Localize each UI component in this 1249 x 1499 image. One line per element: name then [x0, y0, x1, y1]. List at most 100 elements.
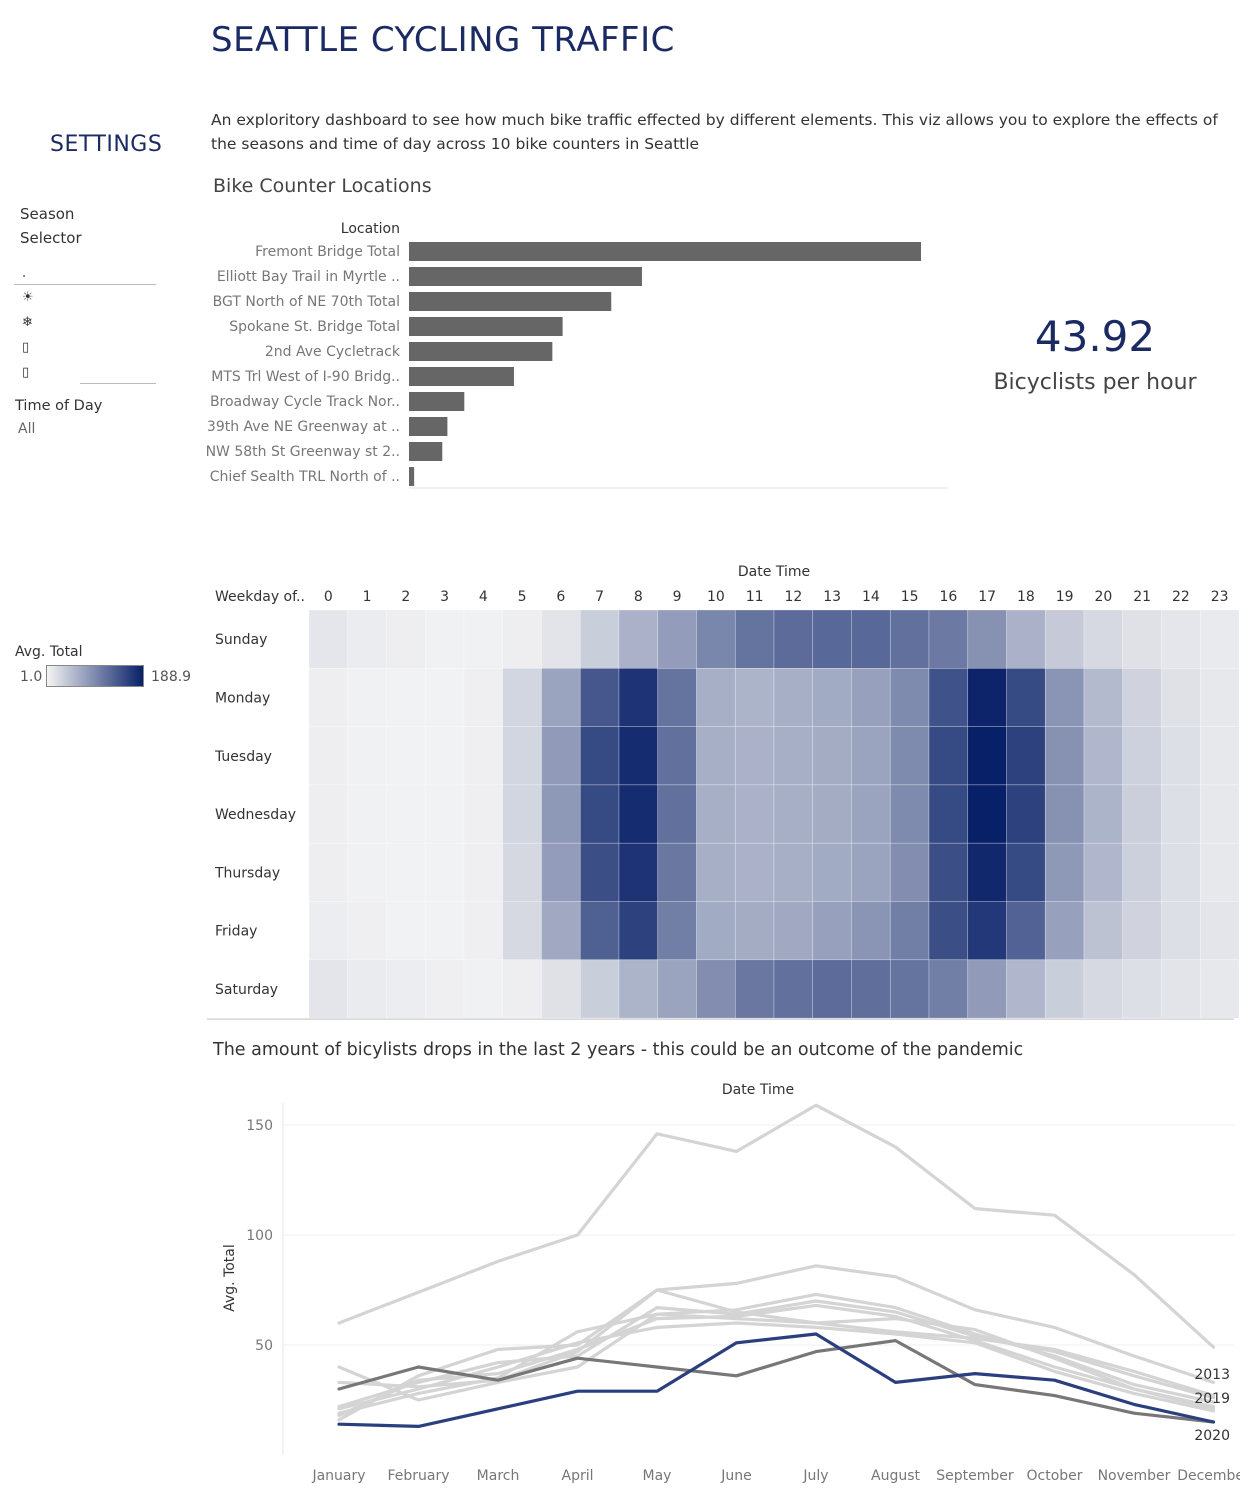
heatmap-cell	[657, 842, 697, 902]
heatmap-cell	[657, 959, 697, 1019]
snowflake-icon[interactable]: ❄	[22, 315, 33, 330]
heatmap-cell	[967, 901, 1007, 961]
heatmap-cell	[1083, 609, 1124, 669]
heatmap-cell	[308, 609, 349, 669]
heatmap-cell	[696, 726, 736, 786]
heatmap-cell	[928, 726, 969, 786]
heatmap-cell	[1122, 959, 1162, 1019]
kpi-value: 43.92	[1034, 312, 1156, 361]
heatmap-cell	[347, 668, 387, 727]
heatmap-cell	[618, 609, 659, 669]
monthly-line-chart: Date Time 50 100 150 Avg. Total January Februa…	[222, 1082, 1240, 1484]
heatmap-cell	[579, 609, 620, 669]
heatmap-cell	[812, 784, 852, 844]
heatmap-cell	[502, 668, 542, 727]
page-subtitle: An exploritory dashboard to see how much…	[211, 111, 1218, 153]
bar	[409, 267, 642, 286]
heatmap-cell	[928, 842, 969, 902]
heatmap-cell	[463, 668, 504, 727]
heatmap-cell	[734, 609, 775, 669]
heatmap-cell	[347, 726, 387, 786]
heatmap-cell	[734, 959, 775, 1019]
season-option-all[interactable]: .	[22, 266, 27, 281]
heatmap-cell	[889, 959, 930, 1019]
line-y-axis-title: Avg. Total	[222, 1244, 238, 1312]
heatmap-cell	[386, 842, 426, 902]
heatmap-cell	[851, 842, 891, 902]
heatmap-cell	[696, 609, 736, 669]
season-divider	[80, 284, 156, 285]
heatmap-cell	[386, 609, 426, 669]
heatmap-cell	[1006, 726, 1046, 786]
heatmap-col-label: 1	[363, 589, 372, 605]
series-line-series-3	[337, 1292, 1216, 1415]
heatmap-cell	[889, 609, 930, 669]
heatmap-cell	[347, 959, 387, 1019]
heatmap-cell	[1161, 842, 1201, 902]
bar-label: 39th Ave NE Greenway at ..	[207, 419, 400, 435]
heatmap-col-label: 3	[440, 589, 449, 605]
heatmap-col-label: 2	[401, 589, 410, 605]
time-of-day-label: Time of Day	[15, 398, 103, 414]
heatmap-col-label: 7	[595, 589, 604, 605]
heatmap-cell	[1122, 784, 1162, 844]
heatmap-cell	[541, 784, 581, 844]
settings-title: SETTINGS	[50, 132, 163, 157]
heatmap-cell	[1006, 959, 1046, 1019]
sun-icon[interactable]: ☀	[22, 290, 34, 305]
heatmap-cell	[1083, 901, 1124, 961]
heatmap-cell	[502, 609, 542, 669]
heatmap-col-label: 5	[518, 589, 527, 605]
heatmap-cell	[502, 726, 542, 786]
heatmap-cell	[1044, 842, 1085, 902]
bar-label: Broadway Cycle Track Nor..	[210, 394, 400, 410]
bar	[409, 467, 415, 486]
bar-axis-title: Location	[341, 221, 400, 237]
heatmap-cell	[502, 901, 542, 961]
heatmap-cell	[308, 668, 349, 727]
heatmap-cell	[579, 901, 620, 961]
heatmap-row-label: Thursday	[214, 865, 280, 881]
heatmap-cell	[541, 668, 581, 727]
line-x-tick: March	[477, 1468, 520, 1484]
heatmap-cell	[308, 726, 349, 786]
heatmap-legend-ramp	[46, 665, 144, 687]
heatmap-legend-max: 188.9	[151, 669, 192, 685]
heatmap-cell	[502, 784, 542, 844]
season-option-3[interactable]: ▯	[22, 340, 30, 355]
bar-label: MTS Trl West of I-90 Bridg..	[211, 369, 400, 385]
time-of-day-filter[interactable]: All	[18, 421, 36, 437]
heatmap-cell	[1044, 784, 1085, 844]
series-line-series-5	[337, 1312, 1216, 1409]
bar	[409, 242, 921, 261]
heatmap-cell	[1083, 668, 1124, 727]
heatmap-cell	[967, 668, 1007, 727]
heatmap-cell	[657, 784, 697, 844]
heatmap-cell	[928, 784, 969, 844]
heatmap-cell	[1199, 959, 1240, 1019]
heatmap-cell	[889, 668, 930, 727]
season-option-4[interactable]: ▯	[22, 365, 30, 380]
heatmap-cell	[1161, 959, 1201, 1019]
series-line-series-2	[337, 1288, 1216, 1422]
line-x-tick: August	[871, 1468, 921, 1484]
heatmap-cell	[1199, 609, 1240, 669]
heatmap-col-label: 13	[823, 589, 841, 605]
heatmap-cell	[889, 784, 930, 844]
heatmap-cell	[928, 959, 969, 1019]
heatmap-cell	[1006, 784, 1046, 844]
line-x-tick: June	[720, 1468, 752, 1484]
heatmap-cell	[424, 668, 465, 727]
heatmap-cell	[773, 959, 814, 1019]
heatmap-cell	[657, 609, 697, 669]
heatmap-cell	[1199, 726, 1240, 786]
heatmap-cell	[424, 784, 465, 844]
heatmap-cell	[463, 842, 504, 902]
heatmap-cell	[463, 609, 504, 669]
bar-chart-title: Bike Counter Locations	[213, 175, 432, 197]
heatmap-cell	[773, 726, 814, 786]
bar	[409, 442, 443, 461]
heatmap-cell	[1199, 842, 1240, 902]
line-x-tick: September	[936, 1468, 1014, 1484]
